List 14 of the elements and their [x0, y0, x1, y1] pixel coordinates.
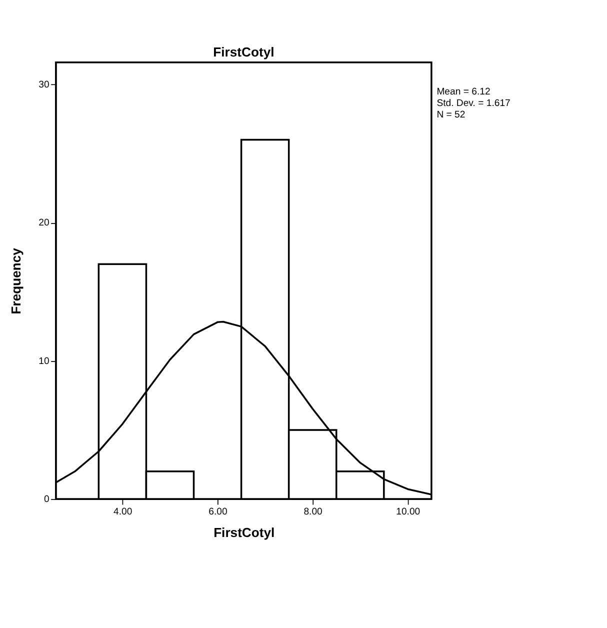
- y-axis-title: Frequency: [8, 247, 24, 314]
- chart-title: FirstCotyl: [213, 44, 274, 60]
- y-tick-label: 10: [38, 356, 50, 367]
- x-tick-label: 10.00: [396, 506, 420, 518]
- text: Mean = 6.12: [436, 86, 490, 98]
- y-tick-label: 20: [38, 218, 50, 229]
- text: N = 52: [436, 109, 466, 120]
- y-tick-label: 0: [44, 494, 50, 506]
- x-axis-title: FirstCotyl: [214, 525, 275, 540]
- text: Std. Dev. = 1.617: [436, 98, 510, 110]
- y-tick-label: 30: [38, 80, 50, 91]
- x-tick-label: 8.00: [304, 506, 322, 518]
- x-tick-label: 4.00: [114, 506, 132, 518]
- x-tick-label: 6.00: [208, 506, 228, 518]
